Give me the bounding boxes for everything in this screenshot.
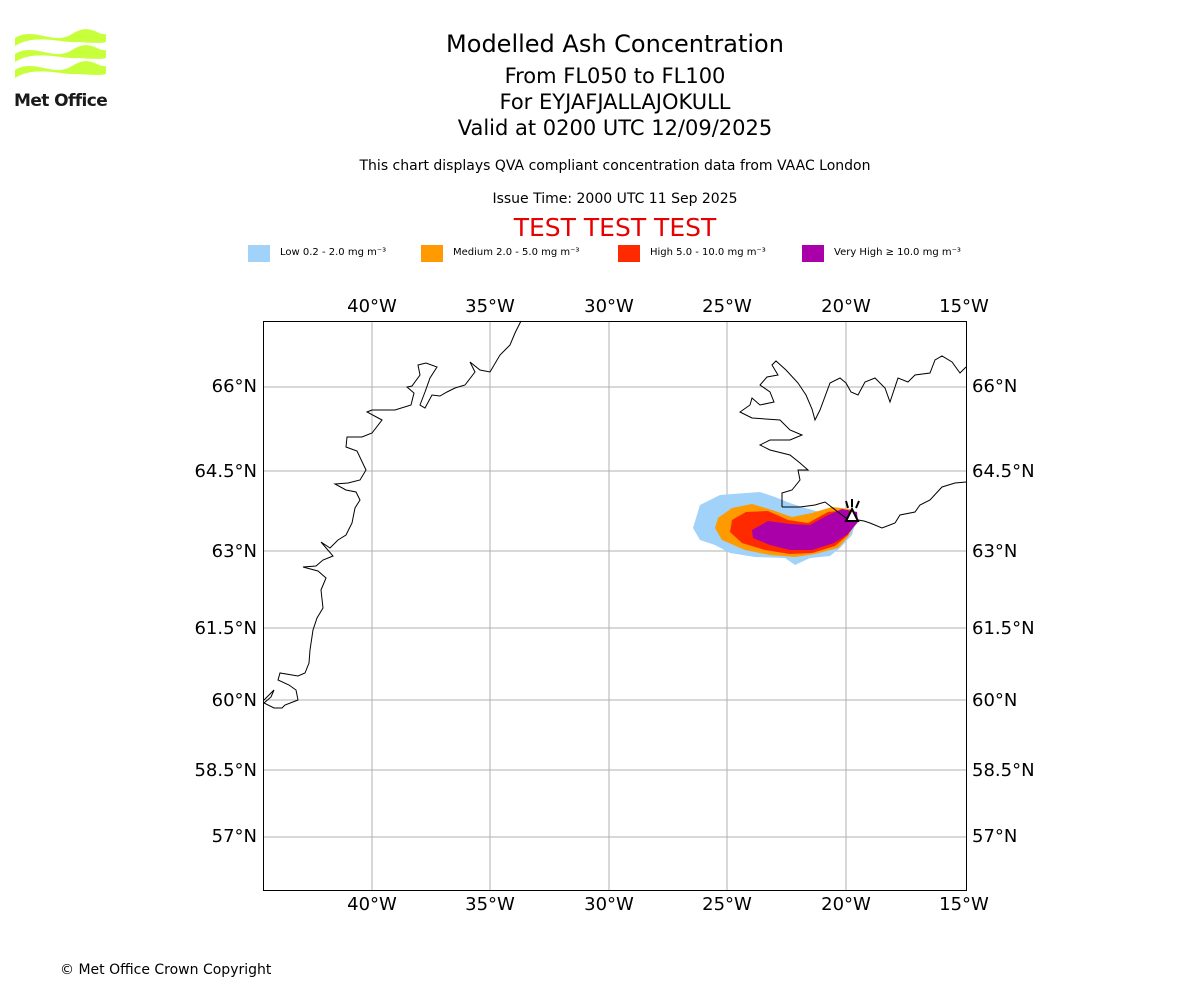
lat-tick-left: 66°N bbox=[212, 376, 257, 397]
left-lat-ticks: 66°N 64.5°N 63°N 61.5°N 60°N 58.5°N 57°N bbox=[194, 376, 257, 847]
lon-tick-top: 25°W bbox=[702, 296, 752, 317]
legend-label-high: High 5.0 - 10.0 mg m⁻³ bbox=[650, 247, 766, 258]
legend-swatch-medium bbox=[421, 245, 443, 262]
lon-tick-top: 15°W bbox=[939, 296, 989, 317]
volcano-icon bbox=[844, 499, 860, 522]
top-lon-ticks: 40°W 35°W 30°W 25°W 20°W 15°W bbox=[347, 296, 989, 317]
lat-tick-right: 57°N bbox=[972, 826, 1017, 847]
lon-tick-bottom: 40°W bbox=[347, 894, 397, 915]
right-lat-ticks: 66°N 64.5°N 63°N 61.5°N 60°N 58.5°N 57°N bbox=[972, 376, 1035, 847]
lon-tick-bottom: 20°W bbox=[821, 894, 871, 915]
lat-tick-right: 58.5°N bbox=[972, 760, 1035, 781]
lat-tick-right: 61.5°N bbox=[972, 618, 1035, 639]
lat-tick-left: 58.5°N bbox=[194, 760, 257, 781]
legend-swatch-high bbox=[618, 245, 640, 262]
coastlines bbox=[263, 320, 967, 709]
chart-title: Modelled Ash Concentration bbox=[446, 30, 784, 58]
iceland-coastline bbox=[739, 355, 967, 529]
lon-tick-top: 40°W bbox=[347, 296, 397, 317]
legend-label-very-high: Very High ≥ 10.0 mg m⁻³ bbox=[834, 247, 961, 258]
lat-tick-left: 57°N bbox=[212, 826, 257, 847]
lat-tick-right: 63°N bbox=[972, 541, 1017, 562]
copyright: © Met Office Crown Copyright bbox=[60, 962, 272, 978]
lat-tick-left: 61.5°N bbox=[194, 618, 257, 639]
lon-tick-top: 20°W bbox=[821, 296, 871, 317]
lon-tick-top: 30°W bbox=[584, 296, 634, 317]
bottom-lon-ticks: 40°W 35°W 30°W 25°W 20°W 15°W bbox=[347, 894, 989, 915]
lat-tick-right: 66°N bbox=[972, 376, 1017, 397]
lon-tick-bottom: 30°W bbox=[584, 894, 634, 915]
greenland-coastline bbox=[263, 320, 522, 709]
test-banner: TEST TEST TEST bbox=[513, 213, 717, 242]
lat-tick-left: 60°N bbox=[212, 690, 257, 711]
lon-tick-bottom: 25°W bbox=[702, 894, 752, 915]
valid-time: Valid at 0200 UTC 12/09/2025 bbox=[457, 116, 773, 140]
ash-plume bbox=[693, 492, 858, 565]
issue-time: Issue Time: 2000 UTC 11 Sep 2025 bbox=[492, 191, 738, 207]
legend-label-low: Low 0.2 - 2.0 mg m⁻³ bbox=[280, 247, 387, 258]
lat-tick-right: 60°N bbox=[972, 690, 1017, 711]
flight-levels: From FL050 to FL100 bbox=[504, 64, 726, 88]
lon-tick-bottom: 15°W bbox=[939, 894, 989, 915]
gridlines bbox=[264, 321, 966, 890]
lat-tick-left: 64.5°N bbox=[194, 461, 257, 482]
legend-swatch-very-high bbox=[802, 245, 824, 262]
map-frame bbox=[263, 321, 967, 891]
chart-description: This chart displays QVA compliant concen… bbox=[359, 158, 871, 174]
legend-label-medium: Medium 2.0 - 5.0 mg m⁻³ bbox=[453, 247, 580, 258]
volcano-name: For EYJAFJALLAJOKULL bbox=[499, 90, 731, 114]
met-office-logo: Met Office bbox=[14, 28, 110, 112]
lat-tick-right: 64.5°N bbox=[972, 461, 1035, 482]
lat-tick-left: 63°N bbox=[212, 541, 257, 562]
legend-swatch-low bbox=[248, 245, 270, 262]
lon-tick-bottom: 35°W bbox=[465, 894, 515, 915]
met-office-waves-icon bbox=[15, 29, 106, 78]
lon-tick-top: 35°W bbox=[465, 296, 515, 317]
logo-text: Met Office bbox=[14, 91, 108, 111]
ash-very-high-region bbox=[752, 509, 858, 550]
